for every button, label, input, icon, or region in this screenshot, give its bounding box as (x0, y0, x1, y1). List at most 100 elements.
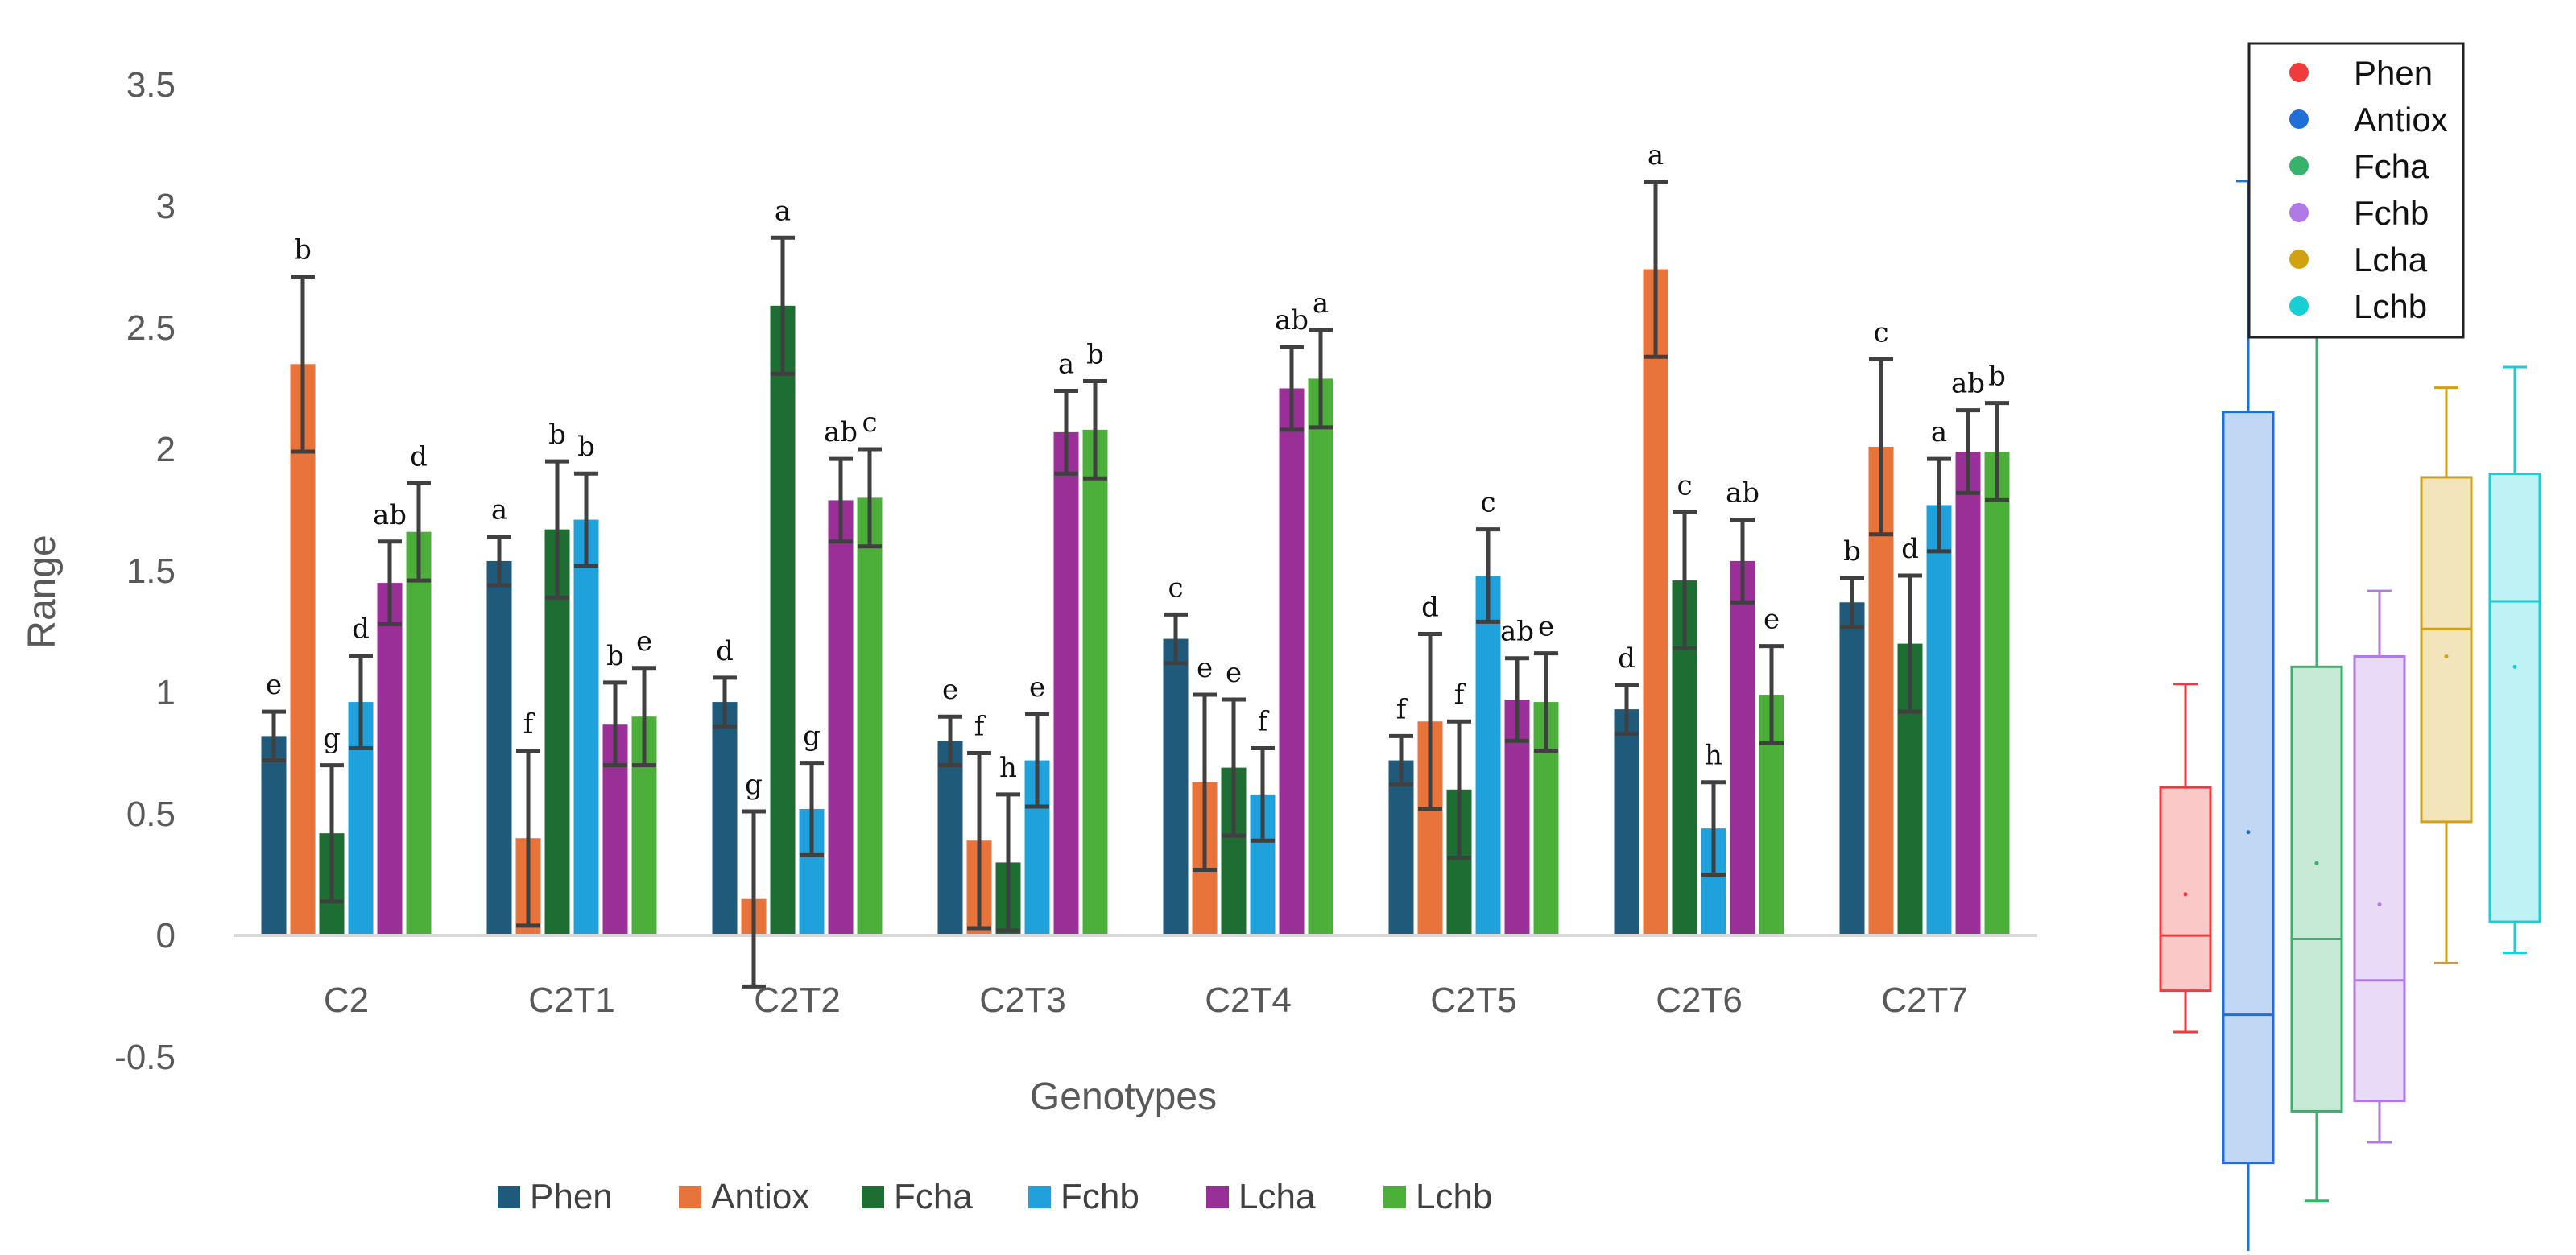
sig-letter-phen-c2: e (266, 669, 282, 701)
sig-letter-lchb-c2t7: b (1988, 361, 2006, 393)
legend-swatch-phen (498, 1186, 520, 1208)
sig-letter-lchb-c2t5: e (1538, 611, 1554, 643)
error-bar-fcha-c2t4 (1222, 697, 1246, 838)
box-legend-entry-fchb: Fchb (2289, 194, 2429, 232)
bar-lcha-c2t3 (1053, 431, 1079, 935)
legend-entry-lchb: Lchb (1383, 1177, 1492, 1216)
box-body (2159, 786, 2212, 993)
error-bar-fchb-c2t7 (1927, 456, 1951, 554)
sig-letter-lcha-c2t7: ab (1951, 368, 1985, 400)
sig-letter-lchb-c2t3: b (1086, 338, 1104, 370)
error-bar-fcha-c2 (320, 763, 344, 904)
error-bar-lcha-c2 (378, 539, 402, 626)
error-bar-fcha-c2t3 (996, 792, 1020, 933)
error-bars-group (262, 180, 2009, 989)
legend-entry-fcha: Fcha (862, 1177, 973, 1216)
bar-phen-c2t2 (712, 702, 738, 935)
bar-antiox-c2 (290, 364, 316, 935)
sig-letter-lcha-c2t5: ab (1500, 616, 1534, 648)
sig-letter-antiox-c2t6: a (1648, 139, 1664, 171)
legend-entry-fchb: Fchb (1028, 1177, 1139, 1216)
sig-letter-fchb-c2: d (352, 613, 370, 646)
bar-lcha-c2t2 (828, 500, 854, 935)
error-bar-lchb-c2t7 (1985, 401, 2009, 502)
legend-label-lchb: Lchb (1416, 1177, 1492, 1216)
error-bar-antiox-c2t5 (1418, 632, 1442, 811)
sig-letter-fchb-c2t3: e (1029, 671, 1045, 704)
y-tick-label-3-5: 3.5 (126, 65, 176, 105)
sig-letter-fchb-c2t6: h (1705, 740, 1722, 772)
x-axis-tick-labels: C2 C2T1 C2T2 C2T3 C2T4 C2T5 C2T6 C2T7 (324, 980, 1968, 1020)
sig-letter-lcha-c2t2: ab (824, 416, 858, 448)
box-legend-marker-fchb (2289, 203, 2309, 222)
bar-phen-c2t4 (1163, 638, 1189, 935)
error-bar-lchb-c2t5 (1534, 651, 1558, 753)
bar-lchb-c2t3 (1082, 429, 1108, 935)
error-bar-fcha-c2t1 (545, 459, 569, 600)
box-body (2488, 473, 2541, 923)
sig-letter-fcha-c2t7: d (1901, 533, 1919, 565)
bar-lcha-c2t6 (1730, 560, 1755, 935)
error-bar-lchb-c2t1 (632, 666, 656, 768)
error-bar-phen-c2t4 (1164, 612, 1188, 666)
box-body (2290, 665, 2343, 1113)
error-bar-fchb-c2t1 (574, 471, 598, 568)
sig-letter-lcha-c2t4: ab (1275, 304, 1309, 336)
sig-letter-fchb-c2t2: g (803, 720, 821, 753)
error-bar-lcha-c2t1 (603, 680, 627, 768)
sig-letter-phen-c2t7: b (1843, 535, 1861, 568)
sig-letter-antiox-c2t4: e (1197, 652, 1213, 684)
x-tick-label-c2t5: C2T5 (1430, 980, 1517, 1020)
box-plot-group (2159, 180, 2541, 1255)
box-lcha (2420, 386, 2473, 964)
error-bar-lchb-c2t6 (1759, 644, 1784, 745)
y-tick-label-2-5: 2.5 (126, 308, 176, 348)
error-bar-fcha-c2t6 (1673, 510, 1697, 651)
sig-letter-fcha-c2t6: c (1677, 470, 1692, 502)
bar-antiox-c2t6 (1643, 269, 1668, 935)
error-bar-fchb-c2 (349, 654, 373, 750)
legend-entry-antiox: Antiox (679, 1177, 809, 1216)
y-tick-label--0-5: -0.5 (114, 1038, 176, 1077)
bar-lcha-c2 (377, 583, 403, 935)
sig-letter-phen-c2t5: f (1396, 693, 1408, 725)
legend-swatch-fchb (1028, 1186, 1051, 1208)
sig-letter-antiox-c2t3: f (974, 711, 986, 743)
y-tick-label-1: 1 (156, 673, 176, 712)
x-axis-title: Genotypes (1030, 1075, 1217, 1118)
bar-legend: Phen Antiox Fcha Fchb Lcha Lchb (498, 1177, 1492, 1216)
box-mean-marker (2314, 861, 2319, 865)
error-bar-lchb-c2t2 (858, 447, 882, 549)
error-bar-antiox-c2t1 (516, 748, 540, 928)
box-legend-label-lchb: Lchb (2354, 287, 2427, 325)
box-antiox (2222, 180, 2275, 1255)
error-bar-antiox-c2t3 (967, 751, 991, 931)
bar-series-group (261, 269, 2010, 935)
legend-label-lcha: Lcha (1238, 1177, 1316, 1216)
box-legend-label-fchb: Fchb (2354, 194, 2429, 232)
sig-letter-phen-c2t2: d (716, 635, 734, 667)
legend-swatch-lchb (1383, 1186, 1406, 1208)
sig-letter-fcha-c2t4: e (1226, 657, 1242, 689)
legend-entry-phen: Phen (498, 1177, 613, 1216)
sig-letter-lchb-c2: d (410, 440, 428, 473)
x-tick-label-c2: C2 (324, 980, 369, 1020)
error-bar-lcha-c2t6 (1730, 518, 1755, 605)
box-legend-entry-lcha: Lcha (2289, 241, 2428, 279)
bar-lcha-c2t7 (1955, 452, 1981, 935)
error-bar-lcha-c2t7 (1956, 408, 1980, 495)
error-bar-lchb-c2 (407, 481, 431, 583)
box-legend-label-antiox: Antiox (2354, 101, 2448, 138)
x-tick-label-c2t2: C2T2 (754, 980, 841, 1020)
box-legend-entry-lchb: Lchb (2289, 287, 2427, 325)
x-tick-label-c2t4: C2T4 (1205, 980, 1292, 1020)
y-tick-label-0: 0 (156, 916, 176, 956)
sig-letter-lcha-c2t6: ab (1726, 477, 1759, 510)
bar-fcha-c2t2 (770, 305, 796, 935)
sig-letter-lchb-c2t6: e (1764, 604, 1780, 636)
box-mean-marker (2444, 654, 2449, 658)
sig-letter-lcha-c2t1: b (606, 640, 624, 672)
bar-lcha-c2t4 (1279, 388, 1305, 935)
